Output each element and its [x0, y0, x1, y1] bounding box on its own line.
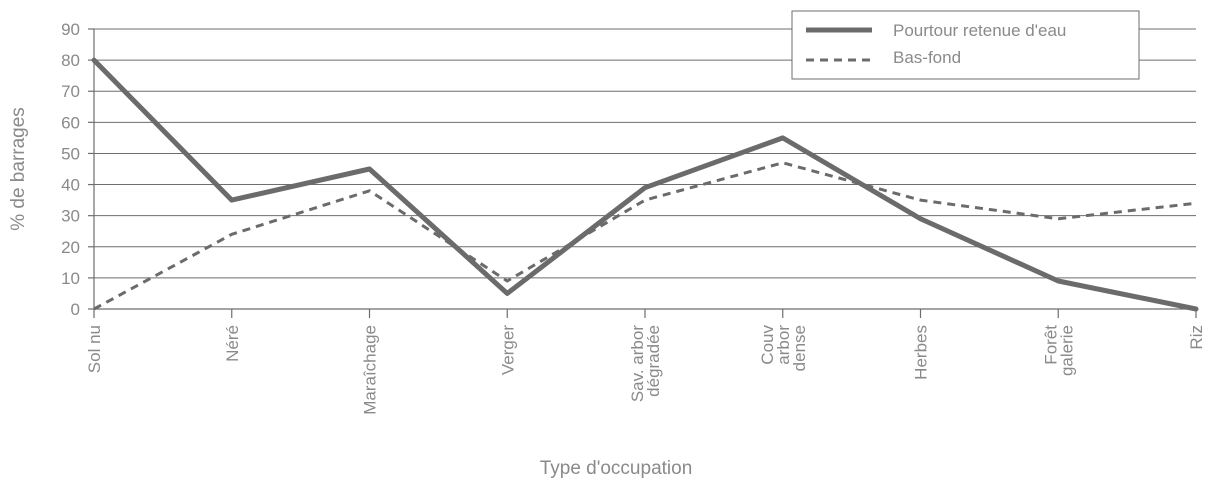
y-tick-label: 60 [61, 113, 80, 132]
label-layer: % de barrages Type d'occupation 0 10 20 30 4… [8, 20, 1206, 479]
x-tick-label: galerie [1057, 325, 1076, 376]
series-line-pourtour [91, 57, 1199, 312]
series-layer [91, 57, 1199, 312]
legend-label-bas-fond: Bas-fond [893, 48, 961, 67]
axis-layer [88, 28, 1197, 318]
x-tick-label: Néré [223, 325, 242, 362]
y-tick-label: 0 [71, 300, 80, 319]
y-tick-label: 10 [61, 269, 80, 288]
y-tick-label: 90 [61, 20, 80, 39]
x-tick-label: Herbes [912, 325, 931, 380]
x-axis-title: Type d'occupation [540, 458, 693, 479]
y-tick-label: 20 [61, 238, 80, 257]
x-tick-label: Riz [1187, 325, 1206, 350]
y-tick-label: 30 [61, 207, 80, 226]
y-tick-label: 50 [61, 144, 80, 163]
y-tick-label: 40 [61, 176, 80, 195]
legend: Pourtour retenue d'eau Bas-fond [791, 10, 1140, 80]
legend-box [791, 10, 1140, 80]
y-axis-title: % de barrages [8, 107, 29, 231]
x-tick-label: dense [790, 325, 809, 371]
x-tick-label: Sav. arbor [628, 325, 647, 403]
x-tick-label: Forêt [1041, 325, 1060, 365]
x-tick-label: dégradée [644, 325, 663, 397]
y-tick-label: 80 [61, 51, 80, 70]
x-tick-label: Verger [498, 325, 517, 375]
legend-label-pourtour: Pourtour retenue d'eau [893, 21, 1066, 40]
x-tick-label: arbor [774, 325, 793, 365]
x-tick-label: Sol nu [85, 325, 104, 373]
y-tick-label: 70 [61, 82, 80, 101]
x-tick-label: Maraîchage [361, 325, 380, 415]
x-tick-label: Couv [758, 325, 777, 365]
